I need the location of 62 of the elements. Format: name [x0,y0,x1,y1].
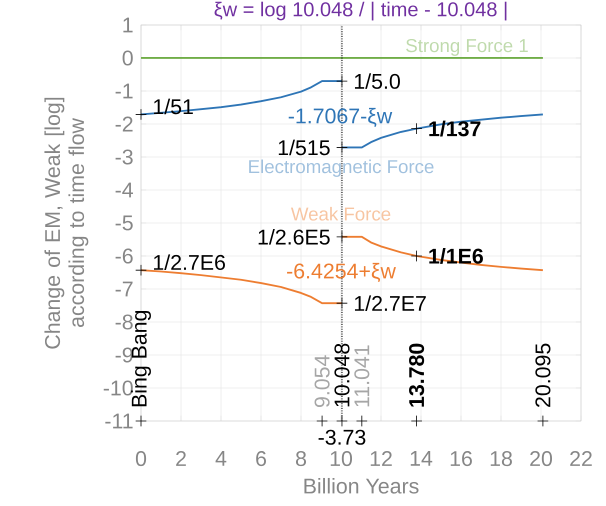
text: -3.73 [318,430,366,445]
point [336,415,348,427]
point [410,250,422,262]
x-tick-label: 22 [570,451,592,466]
x-axis-title: Billion Years [304,478,419,494]
point [336,142,348,154]
y-tick-label: -8 [116,314,133,330]
x-tick-label: 6 [256,451,266,466]
x-tick-label: 4 [216,451,226,466]
series-label: Weak Force [290,206,390,221]
y-tick-label: -4 [116,182,133,198]
x-tick-label: 8 [296,451,306,466]
annotation: 1/137 [429,120,480,137]
y-tick-label: -1 [116,84,133,98]
annotation: 1/2.7E7 [354,295,426,312]
x-tick-label: 20 [530,451,552,466]
x-tick-label: 2 [176,451,186,466]
annotation: 1/2.7E6 [154,254,225,270]
point [336,231,348,243]
point [410,122,422,134]
annotation: 20.095 [535,344,550,407]
annotation: -1.7067-ξw [288,108,392,127]
y-axis-title: Change of EM, Weak [log] according to time flow [44,98,88,349]
point [135,108,147,120]
annotation: 1/515 [278,140,330,156]
y-tick-label: -3 [116,149,133,165]
point [336,297,348,309]
chart-title: ξw = log 10.048 / | time - 10.048 | [214,2,506,20]
point [410,415,422,427]
point [537,415,549,427]
y-tick-label: -2 [116,116,133,132]
point [316,415,328,427]
x-tick-label: 12 [370,451,392,466]
annotation: 1/1E6 [429,248,483,264]
y-tick-label: -11 [105,414,133,428]
annotation: 9.054 [314,355,330,407]
series-label: Strong Force 1 [406,38,528,56]
x-tick-label: 18 [490,451,512,466]
point [336,75,348,87]
annotation: 13.780 [409,344,424,407]
x-tick-label: 14 [410,451,432,466]
text: Electromagnetic Force [249,160,434,177]
y-tick-label: -9 [116,347,133,363]
annotation: 10.048 [334,344,350,406]
x-tick-label: 0 [136,451,146,466]
annotation: 1/5.0 [354,73,400,89]
annotation: 1/2.6E5 [258,229,330,245]
point [135,415,147,427]
y-tick-label: -10 [104,380,133,396]
y-tick-label: -6 [116,248,133,264]
point [135,264,147,276]
y-tick-label: -5 [116,216,133,230]
y-tick-label: 1 [123,18,133,32]
point [356,415,368,427]
annotation: Bing Bang [131,310,151,406]
x-tick-label: 16 [450,451,472,466]
annotation: 11.041 [354,345,370,406]
annotation: 1/51 [154,98,193,114]
y-tick-label: -7 [116,282,133,296]
y-tick-label: 0 [122,50,133,66]
x-tick-label: 10 [330,451,352,466]
annotation: -6.4254+ξw [287,262,396,282]
